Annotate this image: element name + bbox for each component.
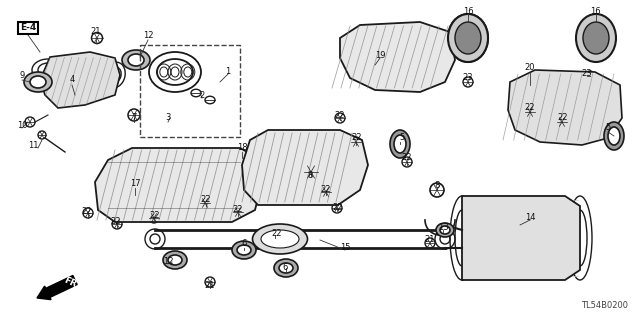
- Ellipse shape: [390, 130, 410, 158]
- Text: 16: 16: [463, 8, 474, 17]
- Text: 22: 22: [233, 205, 243, 214]
- Ellipse shape: [232, 241, 256, 259]
- Bar: [140, 45, 240, 137]
- Text: 17: 17: [130, 179, 140, 188]
- Text: 13: 13: [438, 224, 448, 233]
- Ellipse shape: [128, 54, 144, 66]
- Text: 22: 22: [82, 207, 92, 217]
- Ellipse shape: [455, 22, 481, 54]
- Text: 1: 1: [225, 68, 230, 77]
- Text: 11: 11: [28, 142, 38, 151]
- Ellipse shape: [440, 226, 450, 234]
- Text: 21: 21: [91, 27, 101, 36]
- Ellipse shape: [576, 14, 616, 62]
- Text: 22: 22: [525, 103, 535, 113]
- Text: 22: 22: [335, 110, 345, 120]
- Text: 4: 4: [69, 76, 75, 85]
- Text: E-4: E-4: [20, 24, 36, 33]
- Text: 7: 7: [131, 114, 137, 122]
- Text: 6: 6: [241, 239, 246, 248]
- Ellipse shape: [253, 224, 307, 254]
- Polygon shape: [242, 130, 368, 205]
- Text: 14: 14: [525, 213, 535, 222]
- Ellipse shape: [436, 223, 454, 237]
- Text: FR.: FR.: [63, 275, 81, 291]
- Text: 22: 22: [272, 228, 282, 238]
- Ellipse shape: [168, 255, 182, 265]
- FancyArrow shape: [37, 276, 77, 300]
- Polygon shape: [462, 196, 580, 280]
- Ellipse shape: [608, 127, 620, 145]
- Text: 22: 22: [111, 218, 121, 226]
- Polygon shape: [340, 22, 455, 92]
- Text: TL54B0200: TL54B0200: [581, 301, 628, 310]
- Polygon shape: [40, 52, 120, 108]
- Ellipse shape: [394, 135, 406, 153]
- Text: 18: 18: [237, 144, 247, 152]
- Text: 5: 5: [605, 123, 611, 132]
- Ellipse shape: [448, 14, 488, 62]
- Text: 8: 8: [435, 181, 440, 189]
- Ellipse shape: [604, 122, 624, 150]
- Ellipse shape: [261, 230, 299, 248]
- Text: 6: 6: [282, 263, 288, 272]
- Text: 22: 22: [321, 186, 332, 195]
- Text: 8: 8: [307, 170, 313, 180]
- Text: 15: 15: [340, 243, 350, 253]
- Text: 22: 22: [402, 153, 412, 162]
- Text: 22: 22: [201, 196, 211, 204]
- Text: 9: 9: [19, 70, 24, 79]
- Ellipse shape: [163, 251, 187, 269]
- Text: 21: 21: [425, 235, 435, 244]
- Polygon shape: [508, 70, 622, 145]
- Text: 3: 3: [165, 114, 171, 122]
- Ellipse shape: [583, 22, 609, 54]
- Polygon shape: [95, 148, 262, 222]
- Text: 12: 12: [143, 31, 153, 40]
- Text: 22: 22: [333, 203, 343, 211]
- Text: 22: 22: [557, 114, 568, 122]
- Ellipse shape: [274, 259, 298, 277]
- Text: 21: 21: [205, 280, 215, 290]
- Ellipse shape: [237, 245, 251, 255]
- Ellipse shape: [279, 263, 293, 273]
- Text: 10: 10: [17, 121, 28, 130]
- Ellipse shape: [122, 50, 150, 70]
- Text: 2: 2: [200, 91, 205, 100]
- Text: 5: 5: [399, 133, 404, 143]
- Text: 22: 22: [150, 211, 160, 219]
- Text: 20: 20: [525, 63, 535, 72]
- Ellipse shape: [30, 76, 46, 88]
- Text: 16: 16: [589, 8, 600, 17]
- Text: 22: 22: [352, 133, 362, 143]
- Text: 23: 23: [582, 69, 592, 78]
- Ellipse shape: [24, 72, 52, 92]
- Text: 12: 12: [163, 256, 173, 265]
- Text: 23: 23: [463, 73, 474, 83]
- Text: 19: 19: [375, 50, 385, 60]
